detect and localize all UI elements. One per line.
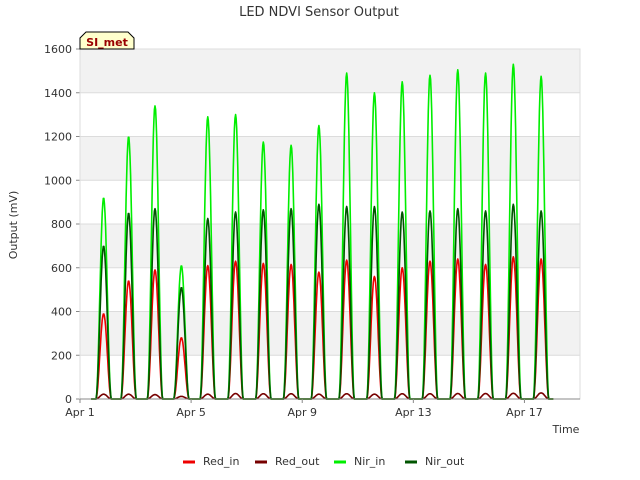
- x-tick-label: Apr 1: [65, 406, 95, 419]
- plot-band: [80, 311, 580, 356]
- axes: 0 200 400 600 800 1000 1200 1400 1600 Apr 1 Apr 5 A…: [44, 43, 581, 419]
- x-tick-label: Apr 5: [176, 406, 206, 419]
- y-tick-label: 200: [51, 349, 72, 362]
- x-tick-label: Apr 9: [287, 406, 317, 419]
- y-axis-label: Output (mV): [7, 191, 20, 260]
- y-tick-label: 400: [51, 306, 72, 319]
- y-tick-label: 600: [51, 262, 72, 275]
- plot-band: [80, 180, 580, 224]
- plot-bands: [80, 49, 580, 399]
- y-tick-label: 1600: [44, 43, 72, 56]
- legend-label: Red_in: [203, 455, 239, 468]
- plot-band: [80, 224, 580, 268]
- y-tick-label: 1200: [44, 131, 72, 144]
- legend-label: Nir_out: [425, 455, 465, 468]
- x-axis-label: Time: [552, 423, 580, 436]
- y-tick-label: 1400: [44, 87, 72, 100]
- y-tick-label: 0: [65, 393, 72, 406]
- site-badge: SI_met: [79, 31, 135, 50]
- y-tick-label: 1000: [44, 174, 72, 187]
- plot-band: [80, 355, 580, 399]
- plot-band: [80, 136, 580, 181]
- legend-label: Red_out: [275, 455, 320, 468]
- legend-label: Nir_in: [354, 455, 385, 468]
- y-tick-label: 800: [51, 218, 72, 231]
- plot-band: [80, 49, 580, 93]
- site-label: SI_met: [86, 36, 128, 49]
- plot-band: [80, 267, 580, 312]
- x-tick-label: Apr 13: [395, 406, 432, 419]
- plot-band: [80, 92, 580, 137]
- legend: Red_in Red_out Nir_in Nir_out: [183, 455, 465, 468]
- chart-title: LED NDVI Sensor Output: [239, 5, 399, 20]
- x-tick-label: Apr 17: [506, 406, 543, 419]
